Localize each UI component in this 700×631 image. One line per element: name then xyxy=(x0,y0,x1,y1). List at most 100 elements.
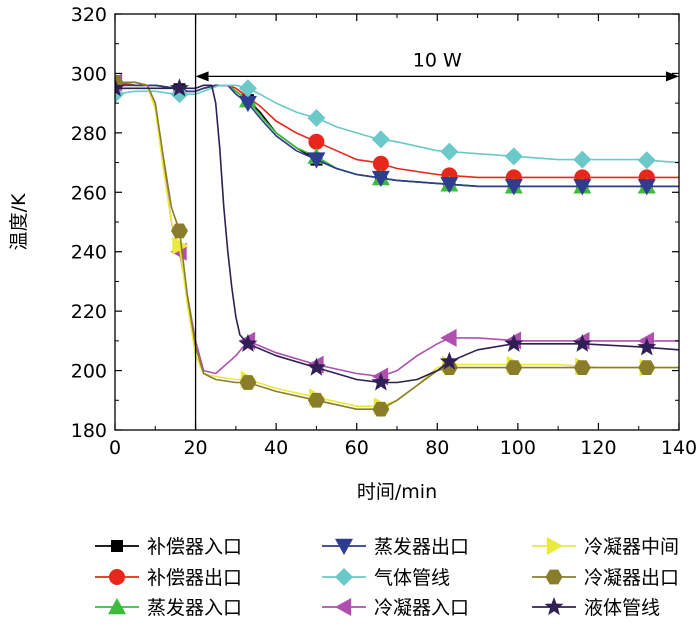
annotation-arrowhead-right xyxy=(666,71,679,82)
data-point-5-3 xyxy=(238,79,257,98)
legend-label: 蒸发器入口 xyxy=(147,597,242,619)
legend-marker xyxy=(546,537,563,555)
data-point-6-6 xyxy=(440,328,457,347)
series-line-9 xyxy=(115,84,679,384)
series-9 xyxy=(115,78,679,391)
legend-label: 补偿器出口 xyxy=(147,567,242,589)
x-tick-label-2: 40 xyxy=(264,437,288,459)
data-point-9-6 xyxy=(439,351,459,370)
legend-item-8: 冷凝器出口 xyxy=(532,567,679,589)
y-tick-label-0: 180 xyxy=(71,420,107,442)
data-point-8-2 xyxy=(170,223,188,239)
y-axis-title: 温度/K xyxy=(8,193,30,250)
data-point-8-9 xyxy=(638,360,656,375)
x-tick-label-6: 120 xyxy=(580,437,616,459)
data-point-9-5 xyxy=(371,372,391,391)
data-point-4-1 xyxy=(238,95,257,113)
data-point-5-8 xyxy=(573,150,592,169)
series-line-4 xyxy=(115,84,679,188)
data-point-9-7 xyxy=(504,333,524,352)
data-point-5-7 xyxy=(504,147,523,166)
legend-marker xyxy=(545,569,563,585)
legend-label: 冷凝器中间 xyxy=(584,536,679,558)
data-point-8-3 xyxy=(239,375,257,390)
x-axis-title: 时间/min xyxy=(357,481,437,503)
data-point-9-1 xyxy=(115,78,125,97)
y-tick-label-5: 280 xyxy=(71,123,107,145)
series-5 xyxy=(115,79,679,170)
y-tick-label-6: 300 xyxy=(71,63,107,85)
legend-marker xyxy=(544,597,564,616)
data-point-9-8 xyxy=(572,333,592,352)
data-point-5-5 xyxy=(371,130,390,149)
legend-item-9: 液体管线 xyxy=(532,597,660,619)
x-tick-label-1: 20 xyxy=(183,437,207,459)
legend-marker xyxy=(335,538,353,555)
legend-marker xyxy=(108,598,126,615)
data-point-8-7 xyxy=(505,360,523,375)
y-tick-label-4: 260 xyxy=(71,182,107,204)
legend-item-1: 补偿器入口 xyxy=(95,536,242,558)
data-point-5-4 xyxy=(307,109,326,127)
x-tick-label-3: 60 xyxy=(345,437,369,459)
data-point-4-5 xyxy=(504,179,523,196)
series-line-3 xyxy=(115,84,679,188)
series-4 xyxy=(115,84,679,196)
series-8 xyxy=(115,74,679,417)
series-line-2 xyxy=(115,81,679,179)
series-line-6 xyxy=(115,81,679,378)
legend-marker xyxy=(111,540,123,552)
annotation-arrowhead-left xyxy=(195,71,209,82)
annotation-label: 10 W xyxy=(413,49,462,71)
annotation-layer: 10 W xyxy=(194,14,679,430)
y-tick-label-3: 240 xyxy=(71,242,107,264)
data-point-4-3 xyxy=(371,170,390,188)
legend-item-3: 蒸发器入口 xyxy=(95,597,242,619)
legend-item-2: 补偿器出口 xyxy=(95,567,242,589)
series-6 xyxy=(115,73,679,386)
legend-marker xyxy=(335,598,352,616)
data-point-9-2 xyxy=(169,78,189,97)
series-7 xyxy=(115,77,679,416)
data-point-5-6 xyxy=(440,142,459,161)
legend-label: 液体管线 xyxy=(584,597,660,619)
data-point-7-2 xyxy=(172,236,189,255)
legend-label: 冷凝器入口 xyxy=(374,597,469,619)
data-point-8-5 xyxy=(372,401,390,417)
x-tick-label-5: 100 xyxy=(500,437,536,459)
data-point-5-9 xyxy=(637,151,656,170)
data-point-8-8 xyxy=(573,360,591,375)
legend-item-4: 蒸发器出口 xyxy=(322,536,469,558)
series-2 xyxy=(115,81,679,186)
legend-label: 补偿器入口 xyxy=(147,536,242,558)
legend-label: 冷凝器出口 xyxy=(584,567,679,589)
y-tick-label-7: 320 xyxy=(71,4,107,26)
y-tick-label-1: 200 xyxy=(71,361,107,383)
data-point-8-4 xyxy=(307,392,325,408)
legend-item-6: 冷凝器入口 xyxy=(322,597,469,619)
series-1 xyxy=(115,81,679,193)
x-tick-label-4: 80 xyxy=(425,437,449,459)
legend-marker xyxy=(109,569,125,585)
legend-label: 气体管线 xyxy=(374,567,450,589)
legend-item-5: 气体管线 xyxy=(322,567,450,589)
series-layer xyxy=(115,73,679,417)
series-line-8 xyxy=(115,81,679,410)
x-tick-label-7: 140 xyxy=(661,437,697,459)
data-point-2-2 xyxy=(372,155,389,172)
series-line-1 xyxy=(115,81,679,188)
data-point-4-4 xyxy=(440,177,459,194)
y-tick-label-2: 220 xyxy=(71,301,107,323)
data-point-4-6 xyxy=(573,179,592,196)
series-line-7 xyxy=(115,81,679,407)
data-point-9-3 xyxy=(238,333,258,352)
legend-label: 蒸发器出口 xyxy=(374,536,469,558)
data-point-2-1 xyxy=(308,133,325,150)
legend-marker xyxy=(335,568,353,586)
data-point-4-2 xyxy=(307,152,326,169)
data-point-4-7 xyxy=(637,179,656,196)
data-point-5-2 xyxy=(170,85,189,104)
